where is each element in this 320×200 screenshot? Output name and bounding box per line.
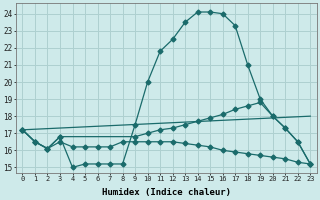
X-axis label: Humidex (Indice chaleur): Humidex (Indice chaleur)	[102, 188, 231, 197]
